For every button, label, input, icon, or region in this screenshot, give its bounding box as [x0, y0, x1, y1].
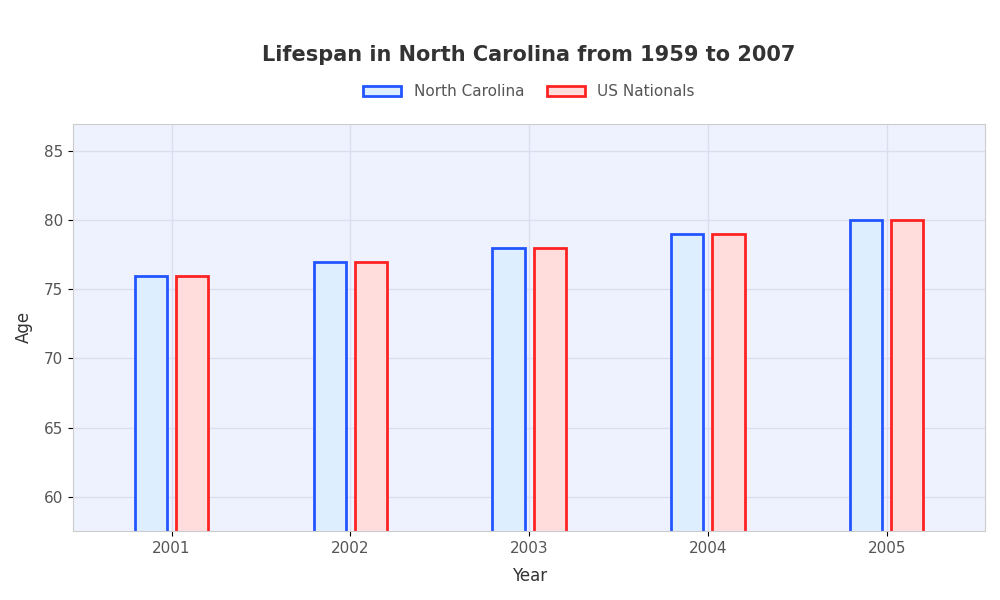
- Y-axis label: Age: Age: [15, 311, 33, 343]
- Bar: [355, 262, 387, 600]
- Bar: [314, 262, 346, 600]
- Bar: [534, 248, 566, 600]
- X-axis label: Year: Year: [512, 567, 547, 585]
- Title: Lifespan in North Carolina from 1959 to 2007: Lifespan in North Carolina from 1959 to …: [262, 45, 796, 65]
- Legend: North Carolina, US Nationals: North Carolina, US Nationals: [357, 78, 701, 106]
- Bar: [176, 275, 208, 600]
- Bar: [891, 220, 923, 600]
- Bar: [492, 248, 525, 600]
- Bar: [712, 234, 745, 600]
- Bar: [135, 275, 167, 600]
- Bar: [671, 234, 703, 600]
- Bar: [850, 220, 882, 600]
